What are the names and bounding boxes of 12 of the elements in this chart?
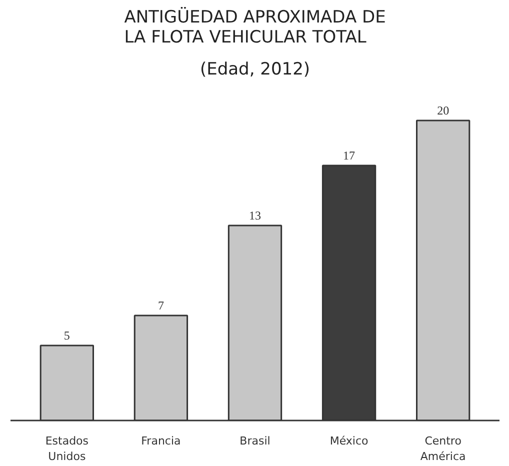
x-tick-label: Brasil [240, 434, 270, 448]
data-label: 13 [249, 208, 261, 222]
data-label: 20 [437, 104, 450, 118]
chart-subtitle: (Edad, 2012) [200, 60, 310, 80]
chart-title: ANTIGÜEDAD APROXIMADA DE LA FLOTA VEHICULAR TOTAL [124, 6, 386, 48]
x-tick-label: Estados Unidos [45, 434, 89, 464]
x-tick-label: México [330, 434, 369, 448]
data-label: 5 [64, 328, 70, 342]
data-label: 17 [343, 148, 356, 162]
data-label: 7 [158, 298, 164, 312]
x-tick-label: Francia [141, 434, 181, 448]
x-tick-label: Centro América [420, 434, 466, 464]
